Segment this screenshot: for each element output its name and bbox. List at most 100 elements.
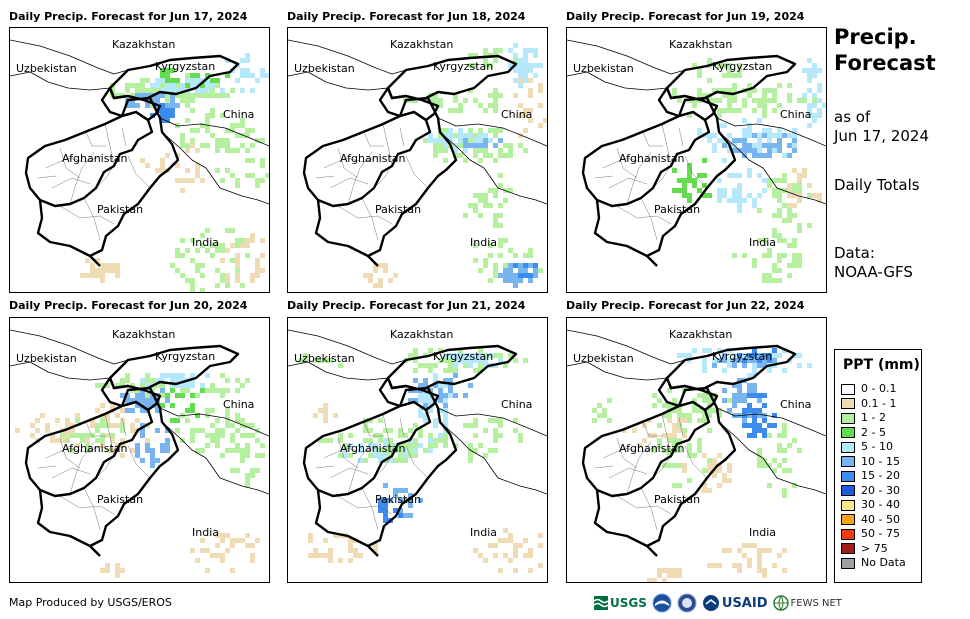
legend-swatch [841, 412, 855, 424]
data-source-line2: NOAA-GFS [834, 263, 913, 281]
country-label-uzbekistan: Uzbekistan [16, 352, 77, 365]
legend-swatch [841, 398, 855, 409]
boundary-lines [10, 39, 269, 267]
fews-net-logo: FEWS NET [772, 595, 842, 611]
country-label-uzbekistan: Uzbekistan [573, 352, 634, 365]
country-label-china: China [223, 398, 254, 411]
legend-item: 30 - 40 [841, 498, 900, 512]
legend-item: 10 - 15 [841, 455, 900, 469]
country-label-pakistan: Pakistan [375, 493, 421, 506]
map-svg-2: Kazakhstan Uzbekistan Kyrgyzstan China Afgha… [288, 38, 547, 288]
usgs-logo: USGS [594, 596, 647, 610]
legend-label: 20 - 30 [861, 483, 900, 497]
legend-swatch [841, 470, 855, 482]
country-label-kazakhstan: Kazakhstan [112, 328, 175, 341]
country-label-india: India [749, 236, 776, 249]
country-label-afghanistan: Afghanistan [619, 152, 685, 165]
legend-swatch [841, 485, 855, 496]
country-label-india: India [749, 526, 776, 539]
legend-swatch [841, 383, 855, 395]
fews-net-logo-text: FEWS NET [790, 597, 842, 609]
data-source-line1: Data: [834, 244, 875, 262]
as-of-line2: Jun 17, 2024 [834, 127, 930, 145]
data-source-text: Data: NOAA-GFS [834, 244, 913, 282]
country-label-china: China [780, 108, 811, 121]
panel-title-2: Daily Precip. Forecast for Jun 18, 2024 [287, 10, 526, 23]
legend-label: 0 - 0.1 [861, 382, 897, 395]
daily-totals-text: Daily Totals [834, 176, 920, 194]
credit-text: Map Produced by USGS/EROS [9, 596, 172, 609]
map-svg-1: Kazakhstan Uzbekistan Kyrgyzstan China Afgha… [10, 38, 269, 292]
legend-item: 40 - 50 [841, 513, 900, 527]
precip-field [672, 58, 826, 283]
precip-field [298, 348, 543, 573]
country-label-afghanistan: Afghanistan [62, 152, 128, 165]
country-label-kyrgyzstan: Kyrgyzstan [712, 60, 772, 73]
country-label-pakistan: Pakistan [97, 493, 143, 506]
legend-label: 15 - 20 [861, 469, 900, 482]
map-svg-5: Kazakhstan Uzbekistan Kyrgyzstan China Afgha… [288, 328, 547, 573]
legend-swatch [841, 528, 855, 540]
legend-item: 1 - 2 [841, 411, 886, 425]
legend-item: 50 - 75 [841, 527, 900, 541]
country-label-pakistan: Pakistan [375, 203, 421, 216]
country-label-kazakhstan: Kazakhstan [669, 328, 732, 341]
country-label-pakistan: Pakistan [97, 203, 143, 216]
legend-swatch [841, 543, 855, 554]
as-of-line1: as of [834, 108, 871, 126]
country-label-kyrgyzstan: Kyrgyzstan [712, 350, 772, 363]
country-label-pakistan: Pakistan [654, 493, 700, 506]
as-of-text: as of Jun 17, 2024 [834, 108, 929, 146]
legend-label: 50 - 75 [861, 527, 900, 540]
legend-label: 30 - 40 [861, 498, 900, 511]
country-label-kyrgyzstan: Kyrgyzstan [433, 350, 493, 363]
country-label-india: India [192, 236, 219, 249]
country-label-uzbekistan: Uzbekistan [16, 62, 77, 75]
legend-label: 2 - 5 [861, 425, 886, 439]
panel-title-4: Daily Precip. Forecast for Jun 20, 2024 [9, 299, 248, 312]
country-label-kyrgyzstan: Kyrgyzstan [155, 350, 215, 363]
country-label-afghanistan: Afghanistan [619, 442, 685, 455]
precip-field [80, 53, 269, 292]
legend-item: 0 - 0.1 [841, 382, 896, 396]
country-label-afghanistan: Afghanistan [340, 442, 406, 455]
legend-label: 5 - 10 [861, 440, 893, 453]
legend-item: 20 - 30 [841, 484, 900, 498]
forecast-map-6: Kazakhstan Uzbekistan Kyrgyzstan China Afgha… [566, 317, 827, 583]
legend-title: PPT (mm) [843, 357, 920, 373]
legend-swatch [841, 557, 855, 569]
country-label-uzbekistan: Uzbekistan [294, 62, 355, 75]
legend-swatch [841, 456, 855, 467]
legend-item: 5 - 10 [841, 440, 893, 454]
country-label-afghanistan: Afghanistan [340, 152, 406, 165]
legend-swatch [841, 514, 855, 525]
forecast-map-1: Kazakhstan Uzbekistan Kyrgyzstan China Afgha… [9, 27, 270, 293]
forecast-map-5: Kazakhstan Uzbekistan Kyrgyzstan China Afgha… [287, 317, 548, 583]
panel-title-6: Daily Precip. Forecast for Jun 22, 2024 [566, 299, 805, 312]
fews-globe-icon [772, 595, 789, 611]
legend-item: 2 - 5 [841, 426, 886, 440]
legend-swatch [841, 427, 855, 438]
country-label-china: China [501, 398, 532, 411]
panel-title-1: Daily Precip. Forecast for Jun 17, 2024 [9, 10, 248, 23]
forecast-map-3: Kazakhstan Uzbekistan Kyrgyzstan China Afgha… [566, 27, 827, 293]
legend-label: 0.1 - 1 [861, 396, 897, 410]
usgs-wave-icon [594, 596, 608, 610]
logo-strip: USGS USAID FEWS NET [594, 592, 842, 614]
map-svg-6: Kazakhstan Uzbekistan Kyrgyzstan China Afgha… [567, 328, 826, 582]
legend-item: No Data [841, 556, 906, 570]
precip-field [592, 348, 812, 582]
country-label-india: India [470, 526, 497, 539]
legend-label: 40 - 50 [861, 512, 900, 526]
usaid-logo-text: USAID [721, 595, 768, 611]
forecast-map-4: Kazakhstan Uzbekistan Kyrgyzstan China Afgha… [9, 317, 270, 583]
country-label-kazakhstan: Kazakhstan [390, 328, 453, 341]
country-label-kazakhstan: Kazakhstan [669, 38, 732, 51]
legend-label: > 75 [861, 541, 888, 555]
country-label-kazakhstan: Kazakhstan [112, 38, 175, 51]
sidebar-title-line1: Precip. [834, 25, 917, 49]
panel-title-3: Daily Precip. Forecast for Jun 19, 2024 [566, 10, 805, 23]
usgs-logo-text: USGS [610, 596, 647, 610]
country-label-afghanistan: Afghanistan [62, 442, 128, 455]
